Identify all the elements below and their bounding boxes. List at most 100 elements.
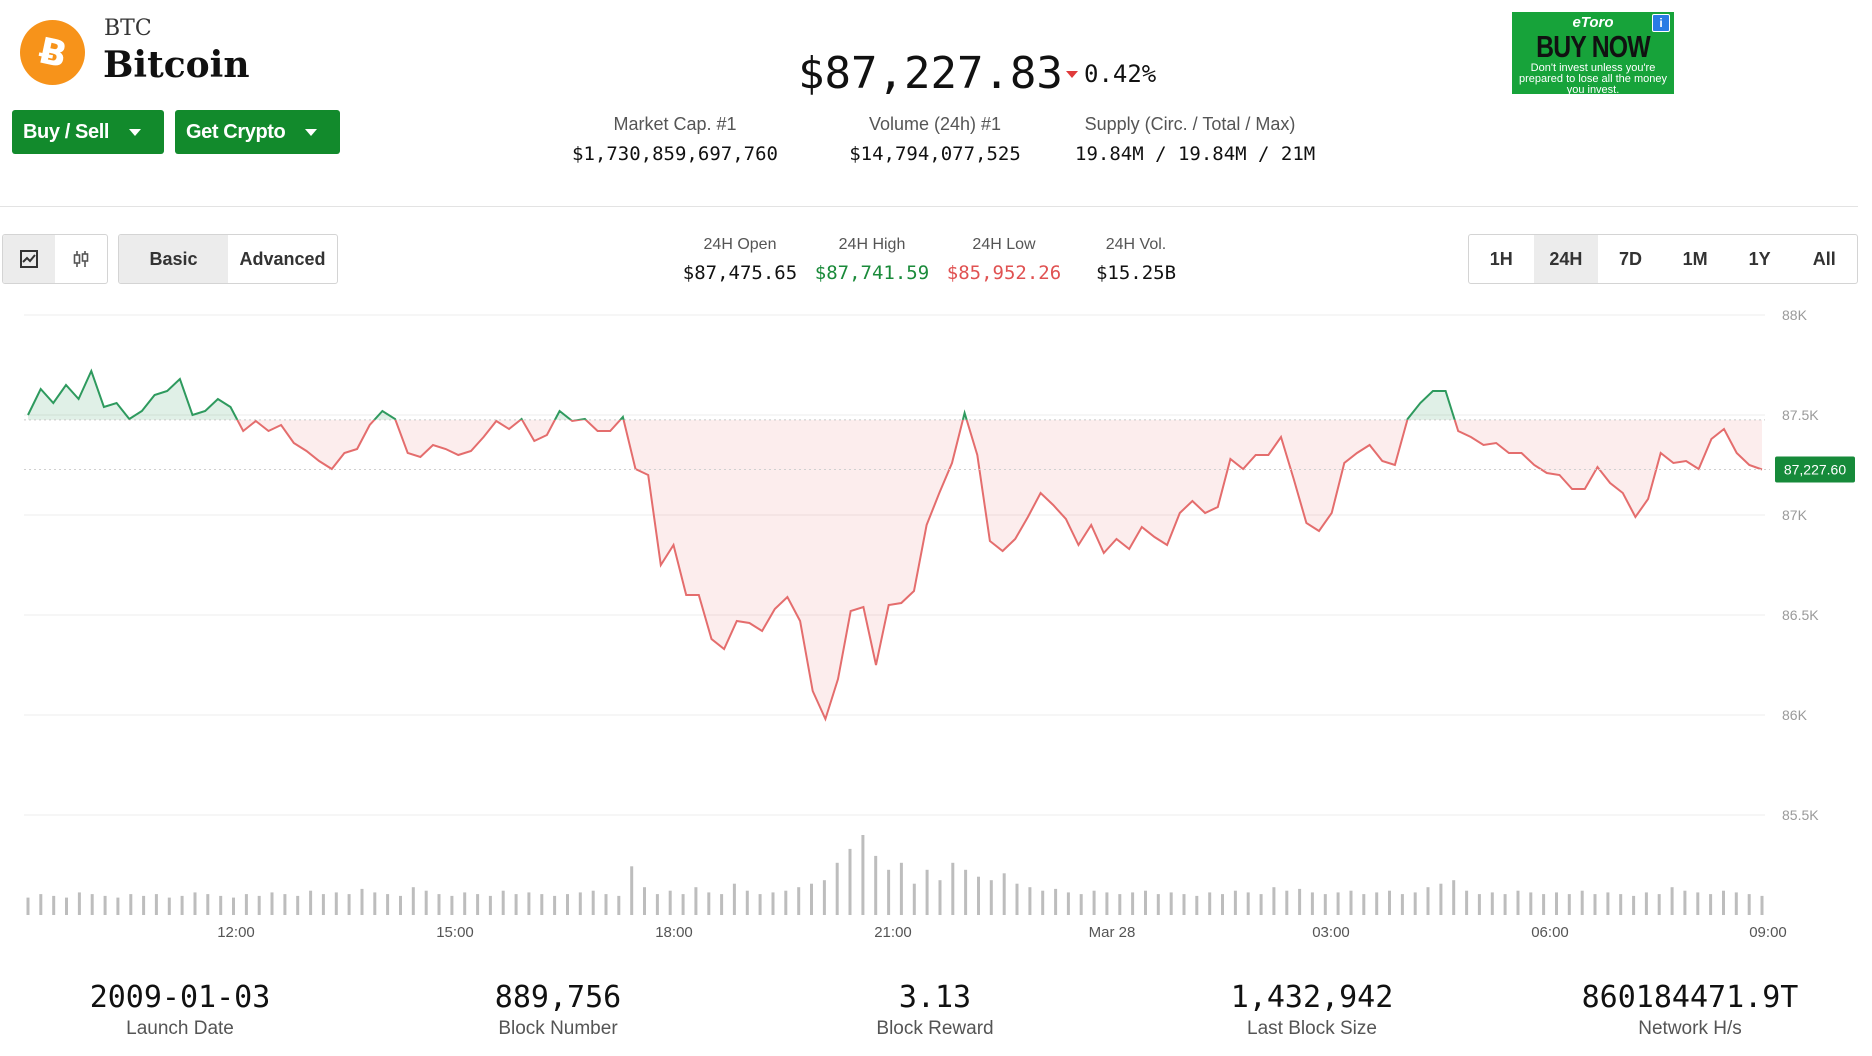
volume-bar	[655, 894, 659, 915]
range-1m[interactable]: 1M	[1682, 248, 1708, 269]
volume-bar	[591, 890, 595, 915]
open-label: 24H Open	[703, 236, 777, 253]
volume-bar	[951, 862, 955, 915]
volume-bar	[399, 895, 402, 915]
open-value: $87,475.65	[682, 262, 798, 284]
volume-bar	[77, 892, 81, 915]
volume-bar	[514, 894, 518, 915]
volume-bar	[1760, 895, 1764, 915]
network-hashrate-value: 860184471.9T	[1581, 980, 1799, 1015]
volume-bar	[1195, 895, 1199, 915]
volume-bar	[1734, 892, 1738, 915]
volume-bar	[1657, 894, 1661, 915]
get-crypto-label: Get Crypto	[186, 120, 286, 143]
block-number-value: 889,756	[494, 980, 622, 1015]
range-24h[interactable]: 24H	[1533, 235, 1599, 283]
volume-bar	[347, 894, 351, 915]
volume-bar	[52, 895, 56, 915]
volume-24h-value: $15.25B	[1095, 262, 1177, 284]
buy-sell-button[interactable]: Buy / Sell	[12, 110, 164, 154]
volume-bar	[835, 862, 839, 915]
volume-bar	[1580, 890, 1584, 915]
volume-bar	[257, 895, 261, 915]
volume-bar	[1375, 892, 1379, 915]
ad-brand: eToro	[1572, 14, 1614, 31]
range-1h[interactable]: 1H	[1489, 248, 1513, 269]
volume-bar	[437, 894, 441, 915]
y-tick-label: 86K	[1782, 707, 1808, 723]
volume-bar	[386, 894, 390, 915]
header-divider	[0, 206, 1858, 207]
volume-24h-label: 24H Vol.	[1105, 236, 1167, 253]
volume-bar	[1593, 894, 1597, 915]
volume-bar	[476, 894, 480, 915]
range-1y[interactable]: 1Y	[1748, 248, 1771, 269]
volume-bar	[1015, 883, 1019, 915]
y-tick-label: 87.5K	[1782, 407, 1819, 423]
line-chart-button[interactable]	[3, 235, 55, 283]
volume-bar	[1169, 892, 1173, 915]
x-tick-label: 18:00	[655, 924, 693, 941]
supply-label: Supply (Circ. / Total / Max)	[1084, 114, 1296, 134]
volume-bar	[912, 883, 916, 915]
volume-bar	[707, 892, 711, 915]
volume-bar	[373, 892, 377, 915]
volume-bar	[977, 876, 980, 915]
volume-bar	[1298, 888, 1302, 915]
volume-bar	[899, 862, 903, 915]
market-cap-label: Market Cap. #1	[613, 114, 737, 134]
x-tick-label: 12:00	[217, 924, 255, 941]
info-icon[interactable]: i	[1652, 14, 1670, 32]
y-tick-label: 86.5K	[1782, 607, 1819, 623]
low-value: $85,952.26	[946, 262, 1062, 284]
volume-bar	[1439, 883, 1443, 915]
volume-bar	[232, 897, 235, 915]
volume-bar	[1490, 892, 1494, 915]
volume-bar	[1619, 894, 1623, 915]
ad-cta: BUY NOW	[1536, 29, 1651, 64]
price-change: 0.42%	[1066, 60, 1156, 88]
volume-bar	[1388, 890, 1391, 915]
volume-bar	[1272, 887, 1276, 915]
volume-bar	[1118, 894, 1122, 915]
chevron-down-icon	[129, 128, 142, 136]
tab-advanced[interactable]: Advanced	[239, 248, 326, 269]
tab-basic[interactable]: Basic	[119, 235, 228, 283]
block-size-value: 1,432,942	[1230, 980, 1394, 1015]
volume-bar	[938, 880, 942, 915]
get-crypto-button[interactable]: Get Crypto	[175, 110, 340, 154]
volume-bar	[1182, 894, 1186, 915]
volume-bar	[630, 866, 634, 915]
volume-label: Volume (24h) #1	[868, 114, 1002, 134]
volume-bar	[1221, 894, 1224, 915]
volume-bar	[643, 887, 646, 915]
etoro-ad-banner[interactable]: i eToro BUY NOW Don't invest unless you'…	[1512, 12, 1674, 94]
launch-date-label: Launch Date	[126, 1018, 234, 1039]
volume-bar	[1144, 890, 1147, 915]
x-tick-label: 15:00	[436, 924, 474, 941]
y-tick-label: 85.5K	[1782, 807, 1819, 823]
volume-bar	[1349, 890, 1353, 915]
volume-bar	[1722, 890, 1725, 915]
volume-bar	[848, 848, 852, 915]
chart-mode-toggle: Basic Advanced	[118, 234, 338, 284]
volume-bar	[26, 897, 30, 915]
volume-bar	[822, 880, 826, 915]
price-chart[interactable]: 88K 87.5K 87K 86.5K 86K 85.5K 87,227.60 12:00 15…	[0, 295, 1872, 945]
volume-bar	[334, 892, 338, 915]
volume-bar	[1516, 890, 1520, 915]
volume-bar	[578, 892, 582, 915]
block-number-label: Block Number	[498, 1018, 618, 1039]
volume-bar	[411, 887, 415, 915]
range-7d[interactable]: 7D	[1618, 248, 1642, 269]
volume-bar	[720, 894, 724, 915]
volume-bar	[1028, 887, 1032, 915]
candlestick-button[interactable]	[55, 235, 107, 283]
volume-bar	[116, 897, 120, 915]
volume-bar	[321, 894, 325, 915]
current-price: $87,227.83	[798, 48, 1063, 99]
range-all[interactable]: All	[1812, 248, 1836, 269]
volume-bar	[309, 890, 313, 915]
volume-bar	[1696, 892, 1700, 915]
y-tick-label: 87K	[1782, 507, 1808, 523]
